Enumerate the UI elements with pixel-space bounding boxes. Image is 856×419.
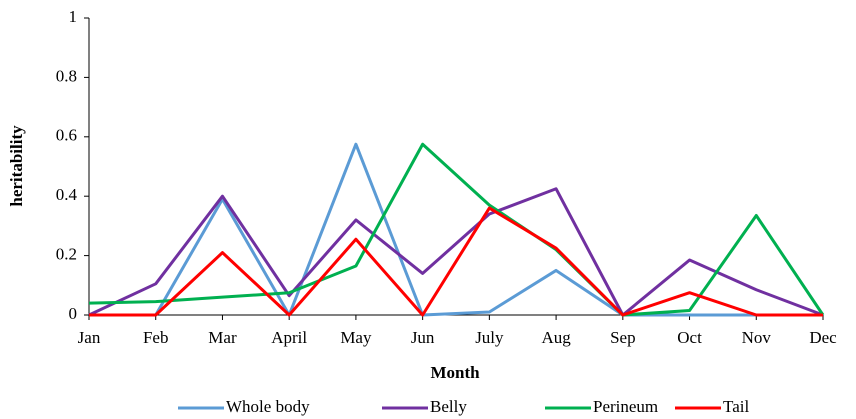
x-tick-label: May [340,328,372,347]
x-tick-label: Jun [411,328,435,347]
x-tick-label: April [271,328,307,347]
x-tick-label: Dec [809,328,837,347]
y-tick-label: 0.2 [56,245,77,264]
legend-label: Perineum [593,397,658,416]
series-line [88,187,824,317]
legend-label: Tail [723,397,749,416]
series-line [88,142,825,317]
y-tick-label: 0.6 [56,126,77,145]
x-axis-label: Month [430,363,480,382]
series-line [89,142,823,317]
x-tick-label: Sep [610,328,636,347]
x-tick-label: Jan [78,328,101,347]
y-tick-label: 0 [69,304,78,323]
y-axis-label: heritability [7,125,26,207]
legend-label: Whole body [226,397,310,416]
y-tick-label: 0.4 [56,185,78,204]
x-tick-label: Aug [541,328,571,347]
y-tick-label: 0.8 [56,66,77,85]
x-tick-label: Feb [143,328,169,347]
y-tick-label: 1 [69,7,78,26]
x-tick-label: Mar [208,328,237,347]
x-tick-label: July [475,328,504,347]
series-line [89,206,823,317]
x-tick-label: Oct [677,328,702,347]
legend-label: Belly [430,397,467,416]
x-tick-label: Nov [742,328,772,347]
